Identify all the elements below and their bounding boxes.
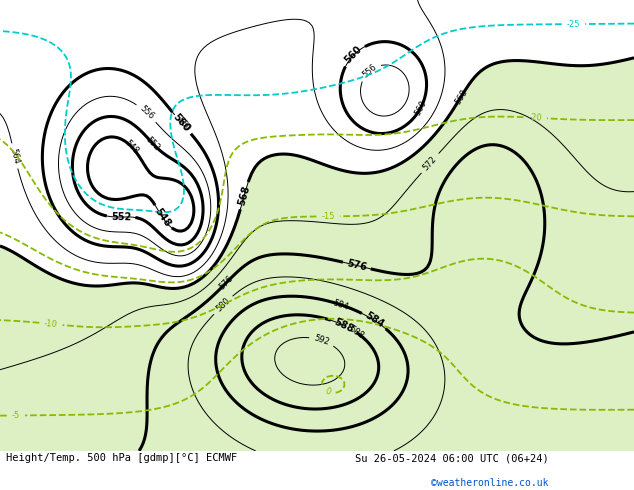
Text: 560: 560 [413,98,429,117]
Text: 560: 560 [171,112,192,134]
Text: 548: 548 [124,139,141,156]
Text: 572: 572 [422,154,439,172]
Text: 580: 580 [214,296,232,314]
Text: -10: -10 [44,319,58,329]
Text: ©weatheronline.co.uk: ©weatheronline.co.uk [431,478,548,488]
Text: 556: 556 [138,104,155,122]
Text: -25: -25 [567,20,580,28]
Text: 564: 564 [9,147,21,165]
Text: 592: 592 [313,334,331,347]
Text: 576: 576 [346,258,368,273]
Text: Height/Temp. 500 hPa [gdmp][°C] ECMWF: Height/Temp. 500 hPa [gdmp][°C] ECMWF [6,453,238,463]
Text: Su 26-05-2024 06:00 UTC (06+24): Su 26-05-2024 06:00 UTC (06+24) [355,453,549,463]
Text: 548: 548 [153,206,172,228]
Text: 560: 560 [174,116,191,134]
Text: 552: 552 [144,135,162,152]
Text: -20: -20 [528,113,542,122]
Text: 588: 588 [347,324,366,341]
Text: 568: 568 [453,87,469,105]
Text: 568: 568 [236,184,252,207]
Text: -5: -5 [12,411,20,420]
Text: 560: 560 [343,44,365,66]
Text: 552: 552 [111,212,131,222]
Text: 0: 0 [324,387,332,397]
Text: -15: -15 [321,212,335,221]
Text: 584: 584 [363,311,385,330]
Text: 588: 588 [333,317,356,334]
Text: 556: 556 [361,62,378,80]
Text: 584: 584 [332,298,350,312]
Text: 576: 576 [217,274,235,292]
